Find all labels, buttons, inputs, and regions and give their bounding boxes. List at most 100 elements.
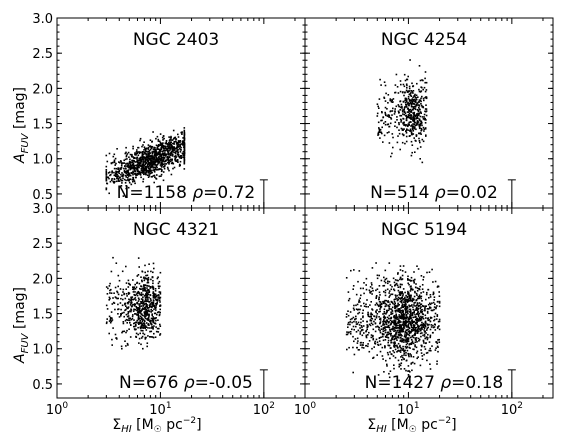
data-point xyxy=(421,355,424,357)
data-point xyxy=(154,307,157,309)
data-point xyxy=(166,143,169,145)
data-point xyxy=(410,117,412,119)
data-point xyxy=(422,278,424,281)
data-point xyxy=(127,291,130,294)
data-point xyxy=(437,339,439,341)
data-point xyxy=(432,324,434,327)
data-point xyxy=(405,309,407,312)
data-point xyxy=(138,305,141,308)
data-point xyxy=(393,364,395,366)
data-point xyxy=(388,333,391,335)
data-point xyxy=(426,359,428,362)
data-point xyxy=(399,118,402,121)
data-point xyxy=(387,114,390,116)
data-point xyxy=(398,123,400,126)
data-point xyxy=(129,165,131,167)
data-point xyxy=(163,160,166,163)
data-point xyxy=(362,287,364,290)
data-point xyxy=(108,152,111,155)
x-tick-exp: 0 xyxy=(62,401,68,411)
data-point xyxy=(409,336,412,339)
data-point xyxy=(140,285,143,288)
data-point xyxy=(182,143,184,146)
data-point xyxy=(120,167,123,169)
data-point xyxy=(359,287,362,290)
data-point xyxy=(121,347,123,350)
data-point xyxy=(171,139,174,141)
data-point xyxy=(403,358,405,361)
data-point xyxy=(159,158,161,161)
data-point xyxy=(105,172,108,174)
data-point xyxy=(128,283,131,285)
data-point xyxy=(359,333,361,335)
data-point xyxy=(410,362,413,364)
data-point xyxy=(416,321,418,324)
data-point xyxy=(183,157,186,160)
data-point xyxy=(140,310,142,313)
data-point xyxy=(413,137,415,139)
data-point xyxy=(406,349,409,352)
data-point xyxy=(345,316,348,318)
data-point xyxy=(352,371,354,374)
data-point xyxy=(394,356,397,359)
data-point xyxy=(415,283,417,285)
data-point xyxy=(111,303,114,305)
data-point xyxy=(389,370,392,372)
data-point xyxy=(424,77,426,80)
data-point xyxy=(153,157,155,159)
data-point xyxy=(420,297,422,300)
data-point xyxy=(369,304,371,306)
data-point xyxy=(182,137,184,139)
data-point xyxy=(155,148,157,151)
data-point xyxy=(418,90,421,93)
data-point xyxy=(125,163,127,165)
data-point xyxy=(381,332,384,335)
data-point xyxy=(400,334,402,336)
data-point xyxy=(141,280,143,283)
data-point xyxy=(140,322,142,324)
data-point xyxy=(436,327,439,329)
data-point xyxy=(139,173,142,175)
data-point xyxy=(423,86,426,89)
data-point xyxy=(401,107,403,109)
data-point xyxy=(152,161,155,164)
data-point xyxy=(127,311,130,313)
data-point xyxy=(141,270,144,273)
data-point xyxy=(382,301,384,303)
data-point xyxy=(168,136,170,138)
data-point xyxy=(142,322,144,325)
data-point xyxy=(389,357,391,360)
data-point xyxy=(109,174,111,177)
data-point xyxy=(149,330,151,333)
data-point xyxy=(382,285,384,287)
data-point xyxy=(398,314,400,316)
data-point xyxy=(126,169,128,172)
data-point xyxy=(166,148,168,150)
data-point xyxy=(147,148,150,150)
data-point xyxy=(403,121,405,124)
data-point xyxy=(153,154,156,156)
data-point xyxy=(390,293,392,296)
data-point xyxy=(397,321,399,323)
data-point xyxy=(405,104,408,106)
data-point xyxy=(159,162,161,164)
data-point xyxy=(384,106,387,109)
data-point xyxy=(413,295,416,298)
data-point xyxy=(160,147,162,149)
data-point xyxy=(433,299,435,301)
data-point xyxy=(352,335,354,338)
data-point xyxy=(143,149,145,151)
data-point xyxy=(147,335,149,337)
data-point xyxy=(421,129,423,131)
data-point xyxy=(142,144,144,146)
data-point xyxy=(378,328,380,331)
y-tick-label: 2.5 xyxy=(32,47,53,62)
data-point xyxy=(438,305,441,308)
data-point xyxy=(379,301,382,303)
data-point xyxy=(406,316,409,318)
data-point xyxy=(125,288,127,290)
data-point xyxy=(395,326,397,329)
data-point xyxy=(369,286,372,288)
data-point xyxy=(382,358,384,360)
data-point xyxy=(155,144,158,147)
